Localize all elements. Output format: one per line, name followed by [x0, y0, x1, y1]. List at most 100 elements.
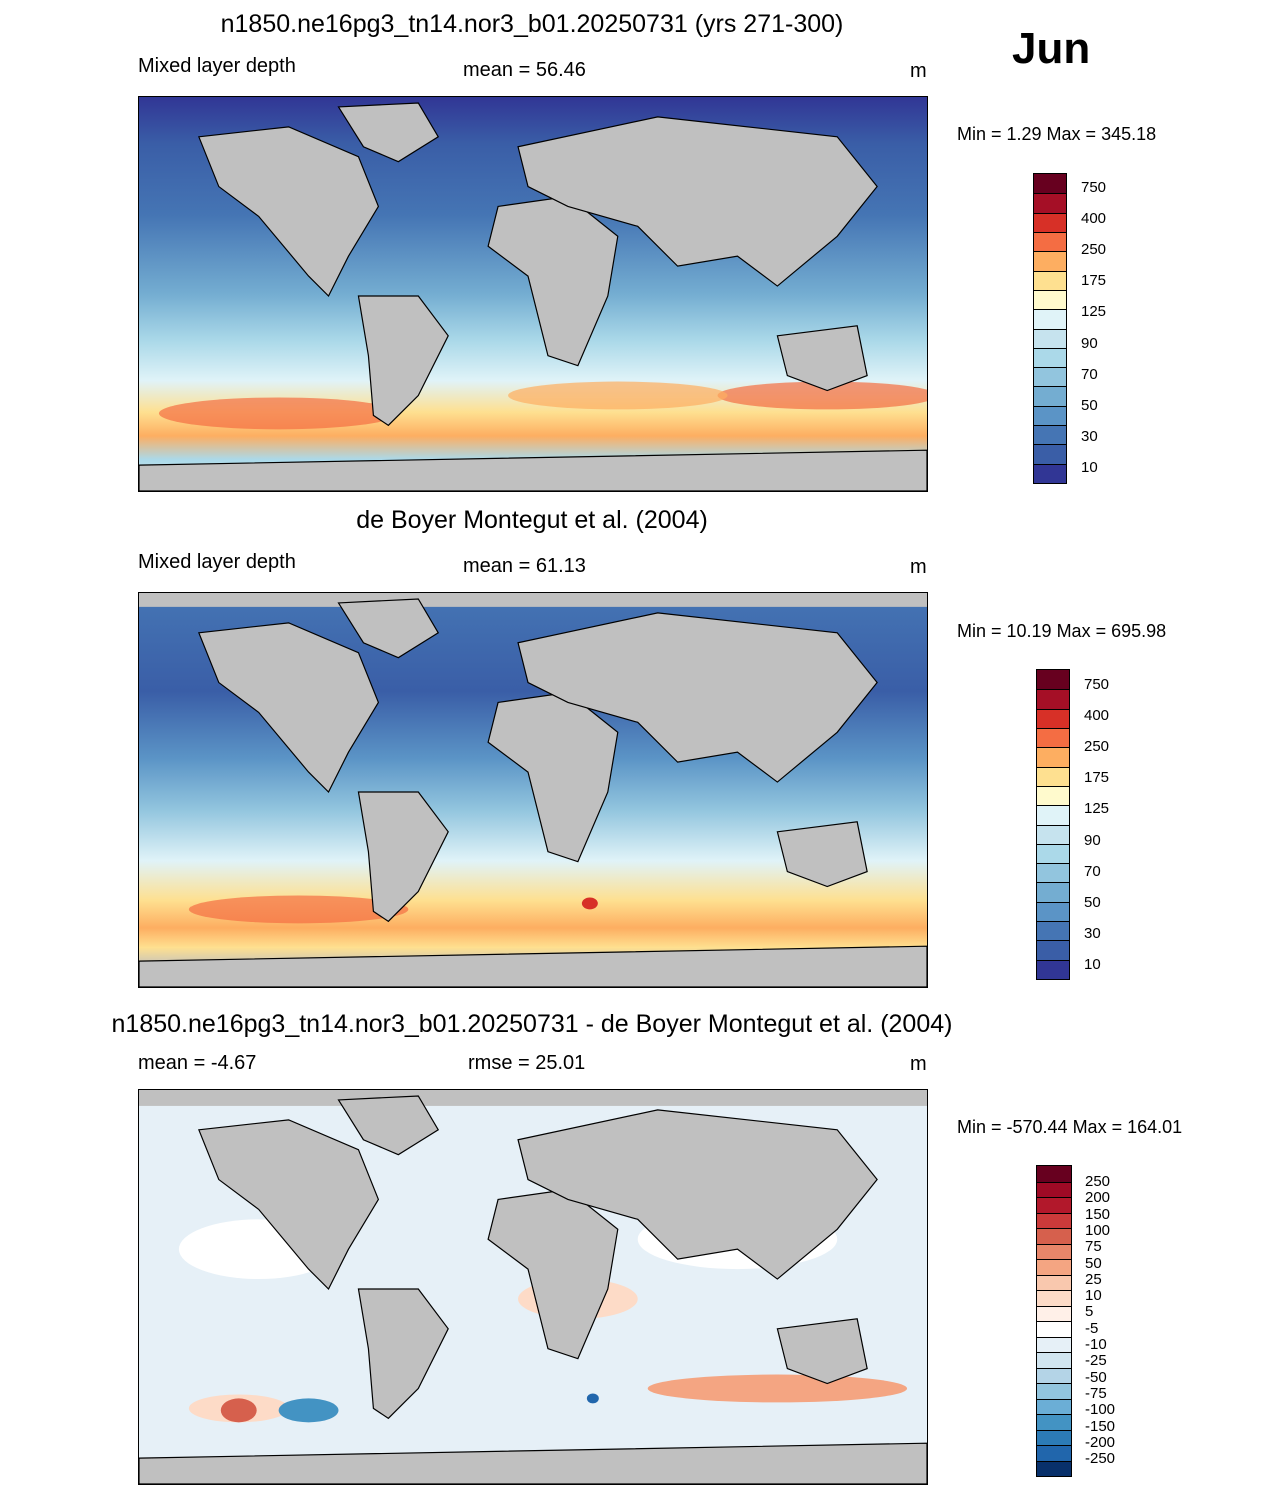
colorbar-label: -25 [1085, 1352, 1107, 1370]
colorbar-label: -75 [1085, 1384, 1107, 1402]
panel3-title: n1850.ne16pg3_tn14.nor3_b01.20250731 - d… [111, 1010, 953, 1038]
colorbar-label: 30 [1081, 427, 1098, 445]
colorbar-label: -250 [1085, 1450, 1116, 1468]
colorbar-swatch [1037, 1367, 1071, 1383]
colorbar-swatch [1037, 959, 1069, 979]
colorbar-label: 50 [1084, 893, 1101, 911]
colorbar-swatch [1037, 940, 1069, 960]
panel3-left-label: mean = -4.67 [138, 1052, 257, 1074]
colorbar-swatch [1037, 727, 1069, 748]
colorbar-swatch [1037, 882, 1069, 902]
colorbar-label: 400 [1084, 707, 1110, 725]
colorbar-label: 750 [1084, 676, 1110, 693]
colorbar-swatch [1034, 212, 1066, 232]
panel2-minmax: Min = 10.19 Max = 695.98 [957, 621, 1167, 641]
colorbar-swatch [1037, 824, 1069, 844]
panel3-map [138, 1089, 928, 1485]
colorbar-label: 10 [1081, 458, 1098, 476]
panel2-mean: mean = 61.13 [463, 555, 586, 577]
colorbar-swatch [1034, 231, 1066, 252]
colorbar-swatch [1037, 843, 1069, 864]
colorbar-swatch [1034, 405, 1066, 426]
colorbar-swatch [1034, 444, 1066, 464]
colorbar-label: 175 [1084, 769, 1110, 787]
panel3-units: m [910, 1053, 927, 1075]
colorbar-swatch [1037, 1414, 1071, 1430]
colorbar-swatch [1034, 251, 1066, 271]
colorbar-swatch [1037, 1274, 1071, 1290]
colorbar-swatch [1037, 1398, 1071, 1414]
colorbar-label: 70 [1081, 365, 1098, 383]
panel1-mean: mean = 56.46 [463, 59, 586, 81]
colorbar-swatch [1034, 270, 1066, 290]
panel3-minmax: Min = -570.44 Max = 164.01 [957, 1117, 1183, 1137]
colorbar-swatch [1037, 1321, 1071, 1337]
colorbar-swatch [1037, 921, 1069, 941]
colorbar-label: 400 [1081, 210, 1107, 228]
panel2-left-label: Mixed layer depth [138, 551, 296, 573]
colorbar-label: -100 [1085, 1401, 1116, 1419]
colorbar-label: 50 [1081, 396, 1098, 414]
colorbar-swatch [1037, 1383, 1071, 1399]
colorbar-label: 5 [1085, 1303, 1094, 1321]
colorbar-label: 100 [1085, 1221, 1111, 1239]
colorbar-label: 250 [1081, 241, 1107, 259]
colorbar-swatch [1034, 309, 1066, 329]
colorbar-label: 250 [1085, 1173, 1111, 1190]
colorbar-swatch [1037, 1460, 1071, 1476]
colorbar-swatch [1034, 174, 1066, 194]
colorbar-swatch [1037, 689, 1069, 709]
colorbar-swatch [1037, 1181, 1071, 1197]
colorbar-swatch [1037, 708, 1069, 728]
colorbar-swatch [1034, 328, 1066, 348]
colorbar-label: 90 [1081, 334, 1098, 352]
panel2-map [138, 592, 928, 988]
colorbar-swatch [1037, 1259, 1071, 1275]
panel2-colorbar [1036, 669, 1070, 980]
colorbar-swatch [1037, 1166, 1071, 1182]
colorbar-label: 125 [1081, 303, 1107, 321]
panel2-title: de Boyer Montegut et al. (2004) [356, 506, 708, 534]
colorbar-swatch [1037, 1336, 1071, 1352]
colorbar-swatch [1037, 1290, 1071, 1306]
panel2-units: m [910, 556, 927, 578]
colorbar-swatch [1037, 805, 1069, 825]
panel3-colorbar [1036, 1165, 1072, 1477]
colorbar-swatch [1037, 766, 1069, 786]
colorbar-swatch [1034, 193, 1066, 213]
colorbar-label: 30 [1084, 924, 1101, 942]
colorbar-swatch [1034, 347, 1066, 368]
colorbar-label: 75 [1085, 1238, 1102, 1256]
colorbar-swatch [1037, 901, 1069, 922]
panel3-rmse: rmse = 25.01 [468, 1052, 586, 1074]
colorbar-swatch [1034, 425, 1066, 445]
colorbar-label: 50 [1085, 1254, 1102, 1272]
colorbar-swatch [1037, 785, 1069, 806]
colorbar-label: 175 [1081, 272, 1107, 290]
panel1-minmax: Min = 1.29 Max = 345.18 [957, 124, 1157, 144]
colorbar-label: 250 [1084, 738, 1110, 756]
colorbar-swatch [1034, 289, 1066, 310]
colorbar-swatch [1034, 463, 1066, 483]
colorbar-label: 150 [1085, 1205, 1111, 1223]
colorbar-label: 25 [1085, 1270, 1102, 1288]
colorbar-swatch [1037, 1429, 1071, 1445]
panel1-left-label: Mixed layer depth [138, 55, 296, 77]
colorbar-swatch [1037, 1305, 1071, 1321]
colorbar-swatch [1037, 1445, 1071, 1461]
colorbar-label: -50 [1085, 1368, 1107, 1386]
colorbar-swatch [1034, 367, 1066, 387]
colorbar-swatch [1037, 1212, 1071, 1228]
month-label: Jun [1012, 24, 1091, 73]
colorbar-label: 10 [1084, 955, 1101, 973]
panel1-title: n1850.ne16pg3_tn14.nor3_b01.20250731 (yr… [220, 10, 844, 38]
colorbar-swatch [1037, 747, 1069, 767]
colorbar-label: 200 [1085, 1189, 1111, 1207]
panel1-colorbar [1033, 173, 1067, 484]
colorbar-swatch [1037, 1228, 1071, 1244]
colorbar-swatch [1037, 1197, 1071, 1213]
colorbar-label: 750 [1081, 179, 1107, 196]
colorbar-swatch [1037, 670, 1069, 690]
colorbar-label: 10 [1085, 1287, 1102, 1305]
colorbar-label: -200 [1085, 1433, 1116, 1451]
